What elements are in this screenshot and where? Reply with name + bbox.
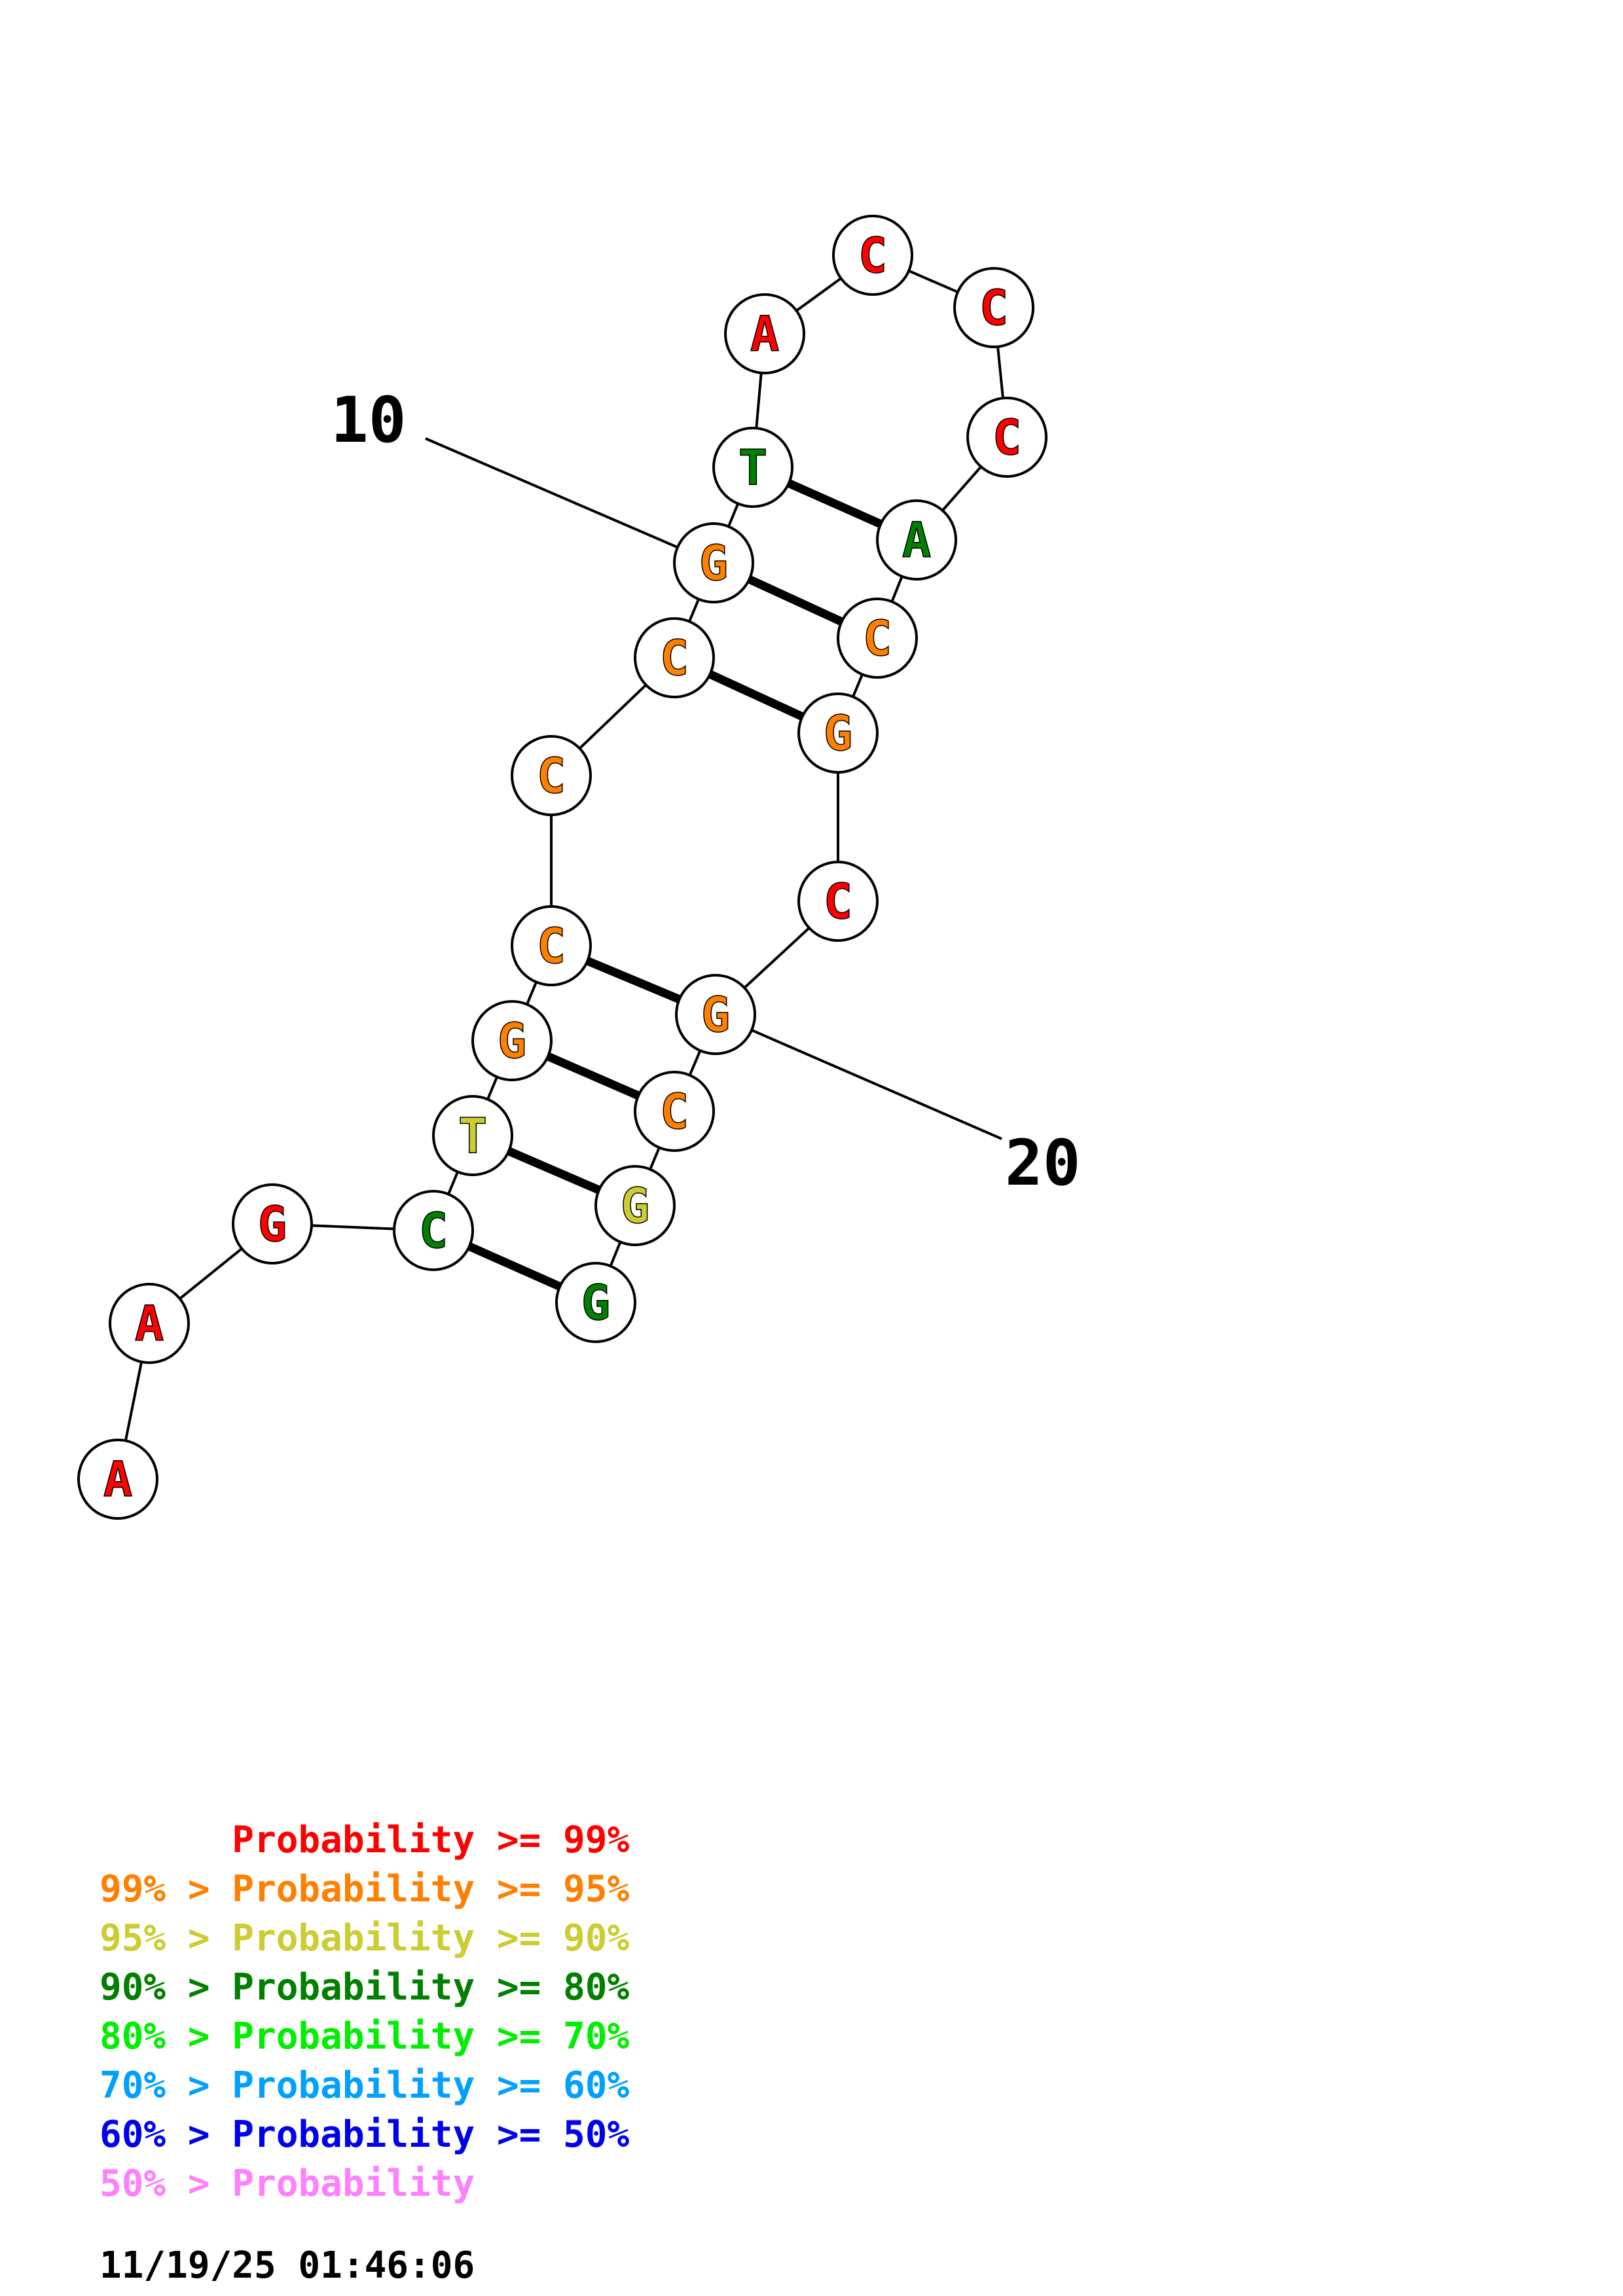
nucleotide: C — [966, 397, 1048, 478]
position-label-10: 10 — [331, 384, 407, 457]
nucleotide-circle — [675, 974, 756, 1055]
nucleotide-letter: G — [621, 1178, 650, 1234]
nucleotide-letter: T — [739, 440, 768, 496]
nucleotide-letter: A — [103, 1452, 133, 1508]
nucleotide-letter: T — [458, 1108, 488, 1164]
nucleotide-circle — [511, 905, 592, 986]
nucleotide-circle — [724, 293, 805, 374]
legend-row: Probability >= 99% — [100, 1819, 629, 1861]
legend-row: 99% > Probability >= 95% — [100, 1868, 629, 1910]
nucleotide-circle — [797, 692, 879, 774]
nucleotide: C — [832, 215, 913, 296]
timestamp: 11/19/25 01:46:06 — [100, 2244, 475, 2287]
nucleotide-letter: C — [419, 1203, 448, 1259]
nucleotide-letter: C — [979, 280, 1009, 336]
nucleotide: T — [432, 1095, 513, 1176]
nucleotide-circle — [77, 1439, 158, 1520]
nucleotide: A — [77, 1439, 158, 1520]
nucleotide-circle — [876, 499, 957, 581]
nucleotide: G — [797, 692, 879, 774]
position-label-line-20 — [715, 1013, 1002, 1140]
nucleotide: C — [511, 905, 592, 986]
nucleotide: C — [953, 267, 1034, 348]
nucleotide-circle — [797, 861, 879, 942]
legend-row: 95% > Probability >= 90% — [100, 1917, 629, 1960]
nucleotide: G — [673, 522, 754, 603]
nucleotide-letter: C — [863, 611, 892, 667]
position-label-lines — [425, 437, 1002, 1140]
nucleotide-circle — [393, 1190, 474, 1271]
nucleotide-letter: C — [824, 874, 853, 930]
nucleotide-circle — [432, 1095, 513, 1176]
legend-row: 70% > Probability >= 60% — [100, 2064, 629, 2107]
nucleotide-circle — [634, 1071, 715, 1152]
nucleotide-circle — [634, 617, 715, 698]
nucleotide-circle — [712, 427, 793, 508]
nucleotide: C — [393, 1190, 474, 1271]
nucleotide-circle — [832, 215, 913, 296]
nucleotide-letter: G — [581, 1275, 611, 1331]
probability-legend: Probability >= 99% 99% > Probability >= 9… — [100, 1819, 629, 2205]
nucleotide: C — [634, 617, 715, 698]
nucleotide-circle — [109, 1283, 190, 1364]
legend-row: 90% > Probability >= 80% — [100, 1966, 629, 2009]
nucleotide-letter: C — [660, 630, 689, 687]
nucleotide: A — [109, 1283, 190, 1364]
legend-row: 50% > Probability — [100, 2162, 475, 2205]
nucleotide-circle — [673, 522, 754, 603]
nucleotide-circle — [232, 1183, 313, 1265]
nucleotide-circle — [953, 267, 1034, 348]
legend-row: 60% > Probability >= 50% — [100, 2113, 629, 2156]
nucleotide: C — [511, 735, 592, 816]
nucleotide: A — [724, 293, 805, 374]
nucleotide-letter: G — [258, 1196, 287, 1253]
nucleotide-letter: C — [537, 918, 566, 975]
nucleotide-letter: G — [699, 535, 729, 592]
nucleotide-letter: G — [701, 987, 731, 1043]
position-label-line-10 — [425, 437, 714, 564]
nucleotide-letter: A — [902, 512, 932, 569]
nucleotide-circle — [594, 1165, 676, 1246]
nucleotide-letter: C — [660, 1084, 689, 1140]
nucleotide-circle — [511, 735, 592, 816]
nucleotide: C — [634, 1071, 715, 1152]
nucleotide: G — [594, 1165, 676, 1246]
nucleotide-letter: G — [498, 1013, 527, 1069]
nucleotide-letter: C — [858, 228, 888, 284]
nucleotide: A — [876, 499, 957, 581]
nucleotide-letter: C — [537, 748, 566, 804]
legend-row: 80% > Probability >= 70% — [100, 2015, 629, 2058]
nucleotide-circle — [555, 1262, 636, 1343]
nucleotide: T — [712, 427, 793, 508]
nucleotide: C — [837, 598, 918, 679]
nucleotide-letter: A — [750, 306, 780, 363]
nucleotide: G — [232, 1183, 313, 1265]
nucleotide: G — [555, 1262, 636, 1343]
nucleotide: G — [471, 1000, 553, 1081]
nucleotide-letter: C — [993, 410, 1022, 466]
position-label-20: 20 — [1005, 1126, 1081, 1200]
nucleotide-circle — [966, 397, 1048, 478]
position-labels: 10 20 — [331, 384, 1081, 1200]
nucleotide-letter: A — [135, 1296, 164, 1352]
nucleotide: C — [797, 861, 879, 942]
nucleotide-circle — [471, 1000, 553, 1081]
nucleotide: G — [675, 974, 756, 1055]
nucleotide-circle — [837, 598, 918, 679]
nucleotide-letter: G — [824, 706, 853, 762]
